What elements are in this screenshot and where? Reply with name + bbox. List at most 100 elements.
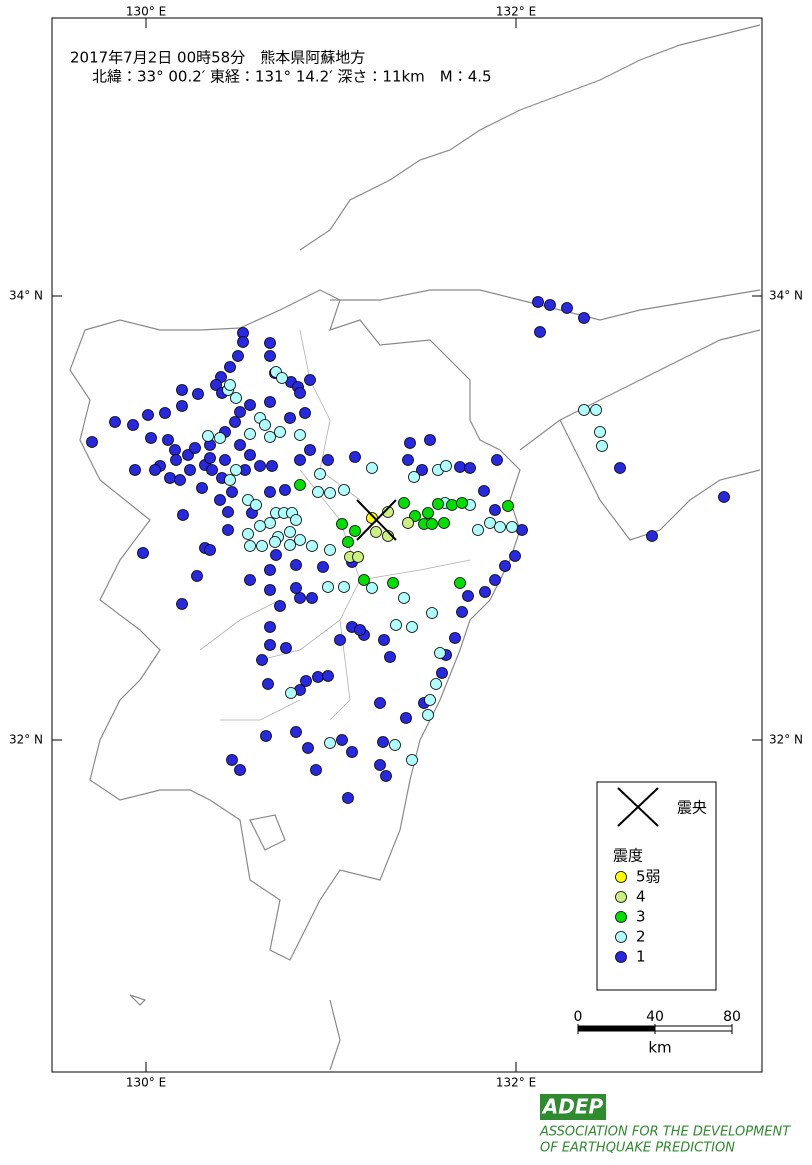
station-dot	[244, 449, 256, 461]
station-dot	[402, 454, 414, 466]
station-dot	[306, 540, 318, 552]
station-dot	[176, 384, 188, 396]
station-dot	[226, 486, 238, 498]
station-dot	[489, 574, 501, 586]
station-dot	[284, 526, 296, 538]
epicenter-cross	[356, 499, 397, 541]
station-dot	[338, 581, 350, 593]
legend-swatch	[615, 911, 627, 923]
station-dot	[718, 491, 730, 503]
station-dot	[472, 524, 484, 536]
shikoku-coast	[519, 329, 761, 541]
station-dot	[149, 464, 161, 476]
station-dot	[306, 592, 318, 604]
scale-tick-label: 0	[574, 1009, 583, 1025]
station-dot	[349, 451, 361, 463]
station-dot	[456, 606, 468, 618]
lat-tick-label: 32° N	[769, 733, 803, 747]
station-dot	[342, 792, 354, 804]
station-dot	[409, 510, 421, 522]
station-dot	[294, 479, 306, 491]
station-dot	[378, 634, 390, 646]
station-dot	[224, 379, 236, 391]
station-dot	[426, 518, 438, 530]
legend-swatch	[615, 871, 627, 883]
scale-tick-label: 40	[646, 1009, 664, 1025]
station-dot	[484, 517, 496, 529]
station-dot	[478, 485, 490, 497]
station-dot	[516, 524, 528, 536]
legend-items: 5弱 4 3 2 1	[615, 868, 661, 966]
station-dot	[285, 687, 297, 699]
station-dot	[436, 667, 448, 679]
scale-bar-segment	[578, 1026, 655, 1031]
legend-label: 5弱	[636, 868, 661, 886]
station-dot	[422, 507, 434, 519]
station-dot	[264, 517, 276, 529]
prefecture-borders	[199, 329, 471, 721]
station-dot	[614, 462, 626, 474]
station-dot	[189, 442, 201, 454]
legend-swatch	[615, 951, 627, 963]
station-dot	[109, 416, 121, 428]
station-dot	[424, 694, 436, 706]
station-dot	[254, 460, 266, 472]
legend-title: 震度	[613, 847, 643, 865]
station-dot	[129, 464, 141, 476]
legend-epicenter-cross	[617, 787, 659, 827]
station-dot	[169, 444, 181, 456]
station-dot	[494, 521, 506, 533]
header-line1: 2017年7月2日 00時58分 熊本県阿蘇地方	[70, 49, 365, 67]
station-dot	[299, 407, 311, 419]
station-dot	[244, 428, 256, 440]
station-dot	[269, 536, 281, 548]
station-dot	[366, 462, 378, 474]
legend-label: 2	[636, 928, 646, 946]
station-dot	[276, 372, 288, 384]
station-dot	[290, 559, 302, 571]
station-dot	[438, 517, 450, 529]
station-dot	[260, 730, 272, 742]
station-dot	[264, 639, 276, 651]
legend: 震央 震度 5弱 4 3 2 1	[596, 781, 717, 991]
station-dot	[162, 434, 174, 446]
scale-unit: km	[648, 1039, 671, 1057]
station-dot	[262, 678, 274, 690]
station-dot	[509, 550, 521, 562]
station-dot	[462, 590, 474, 602]
lon-tick-label: 132° E	[496, 1076, 536, 1090]
station-dot	[237, 336, 249, 348]
station-dot	[210, 379, 222, 391]
station-dot	[204, 544, 216, 556]
station-dot	[464, 462, 476, 474]
epicenter-mark	[356, 499, 397, 541]
station-dot	[86, 436, 98, 448]
lon-tick-label: 130° E	[126, 5, 166, 19]
station-dot	[290, 726, 302, 738]
station-dot	[284, 412, 296, 424]
station-dot	[322, 454, 334, 466]
station-dot	[646, 530, 658, 542]
station-dot	[294, 387, 306, 399]
station-dot	[440, 460, 452, 472]
footer: ADEP ASSOCIATION FOR THE DEVELOPMENT OF …	[539, 1094, 791, 1156]
station-dot	[280, 642, 292, 654]
station-dot	[389, 739, 401, 751]
station-dot	[324, 737, 336, 749]
station-dot	[176, 598, 188, 610]
station-dot	[224, 474, 236, 486]
station-dot	[336, 518, 348, 530]
station-dot	[226, 754, 238, 766]
station-dot	[324, 487, 336, 499]
station-dot	[366, 582, 378, 594]
station-dot	[174, 474, 186, 486]
station-dot	[432, 498, 444, 510]
station-dot	[219, 454, 231, 466]
station-dot	[234, 439, 246, 451]
station-dot	[578, 312, 590, 324]
station-dot	[454, 461, 466, 473]
station-dot	[234, 406, 246, 418]
station-dots	[86, 296, 730, 804]
station-dot	[302, 742, 314, 754]
station-dot	[196, 482, 208, 494]
